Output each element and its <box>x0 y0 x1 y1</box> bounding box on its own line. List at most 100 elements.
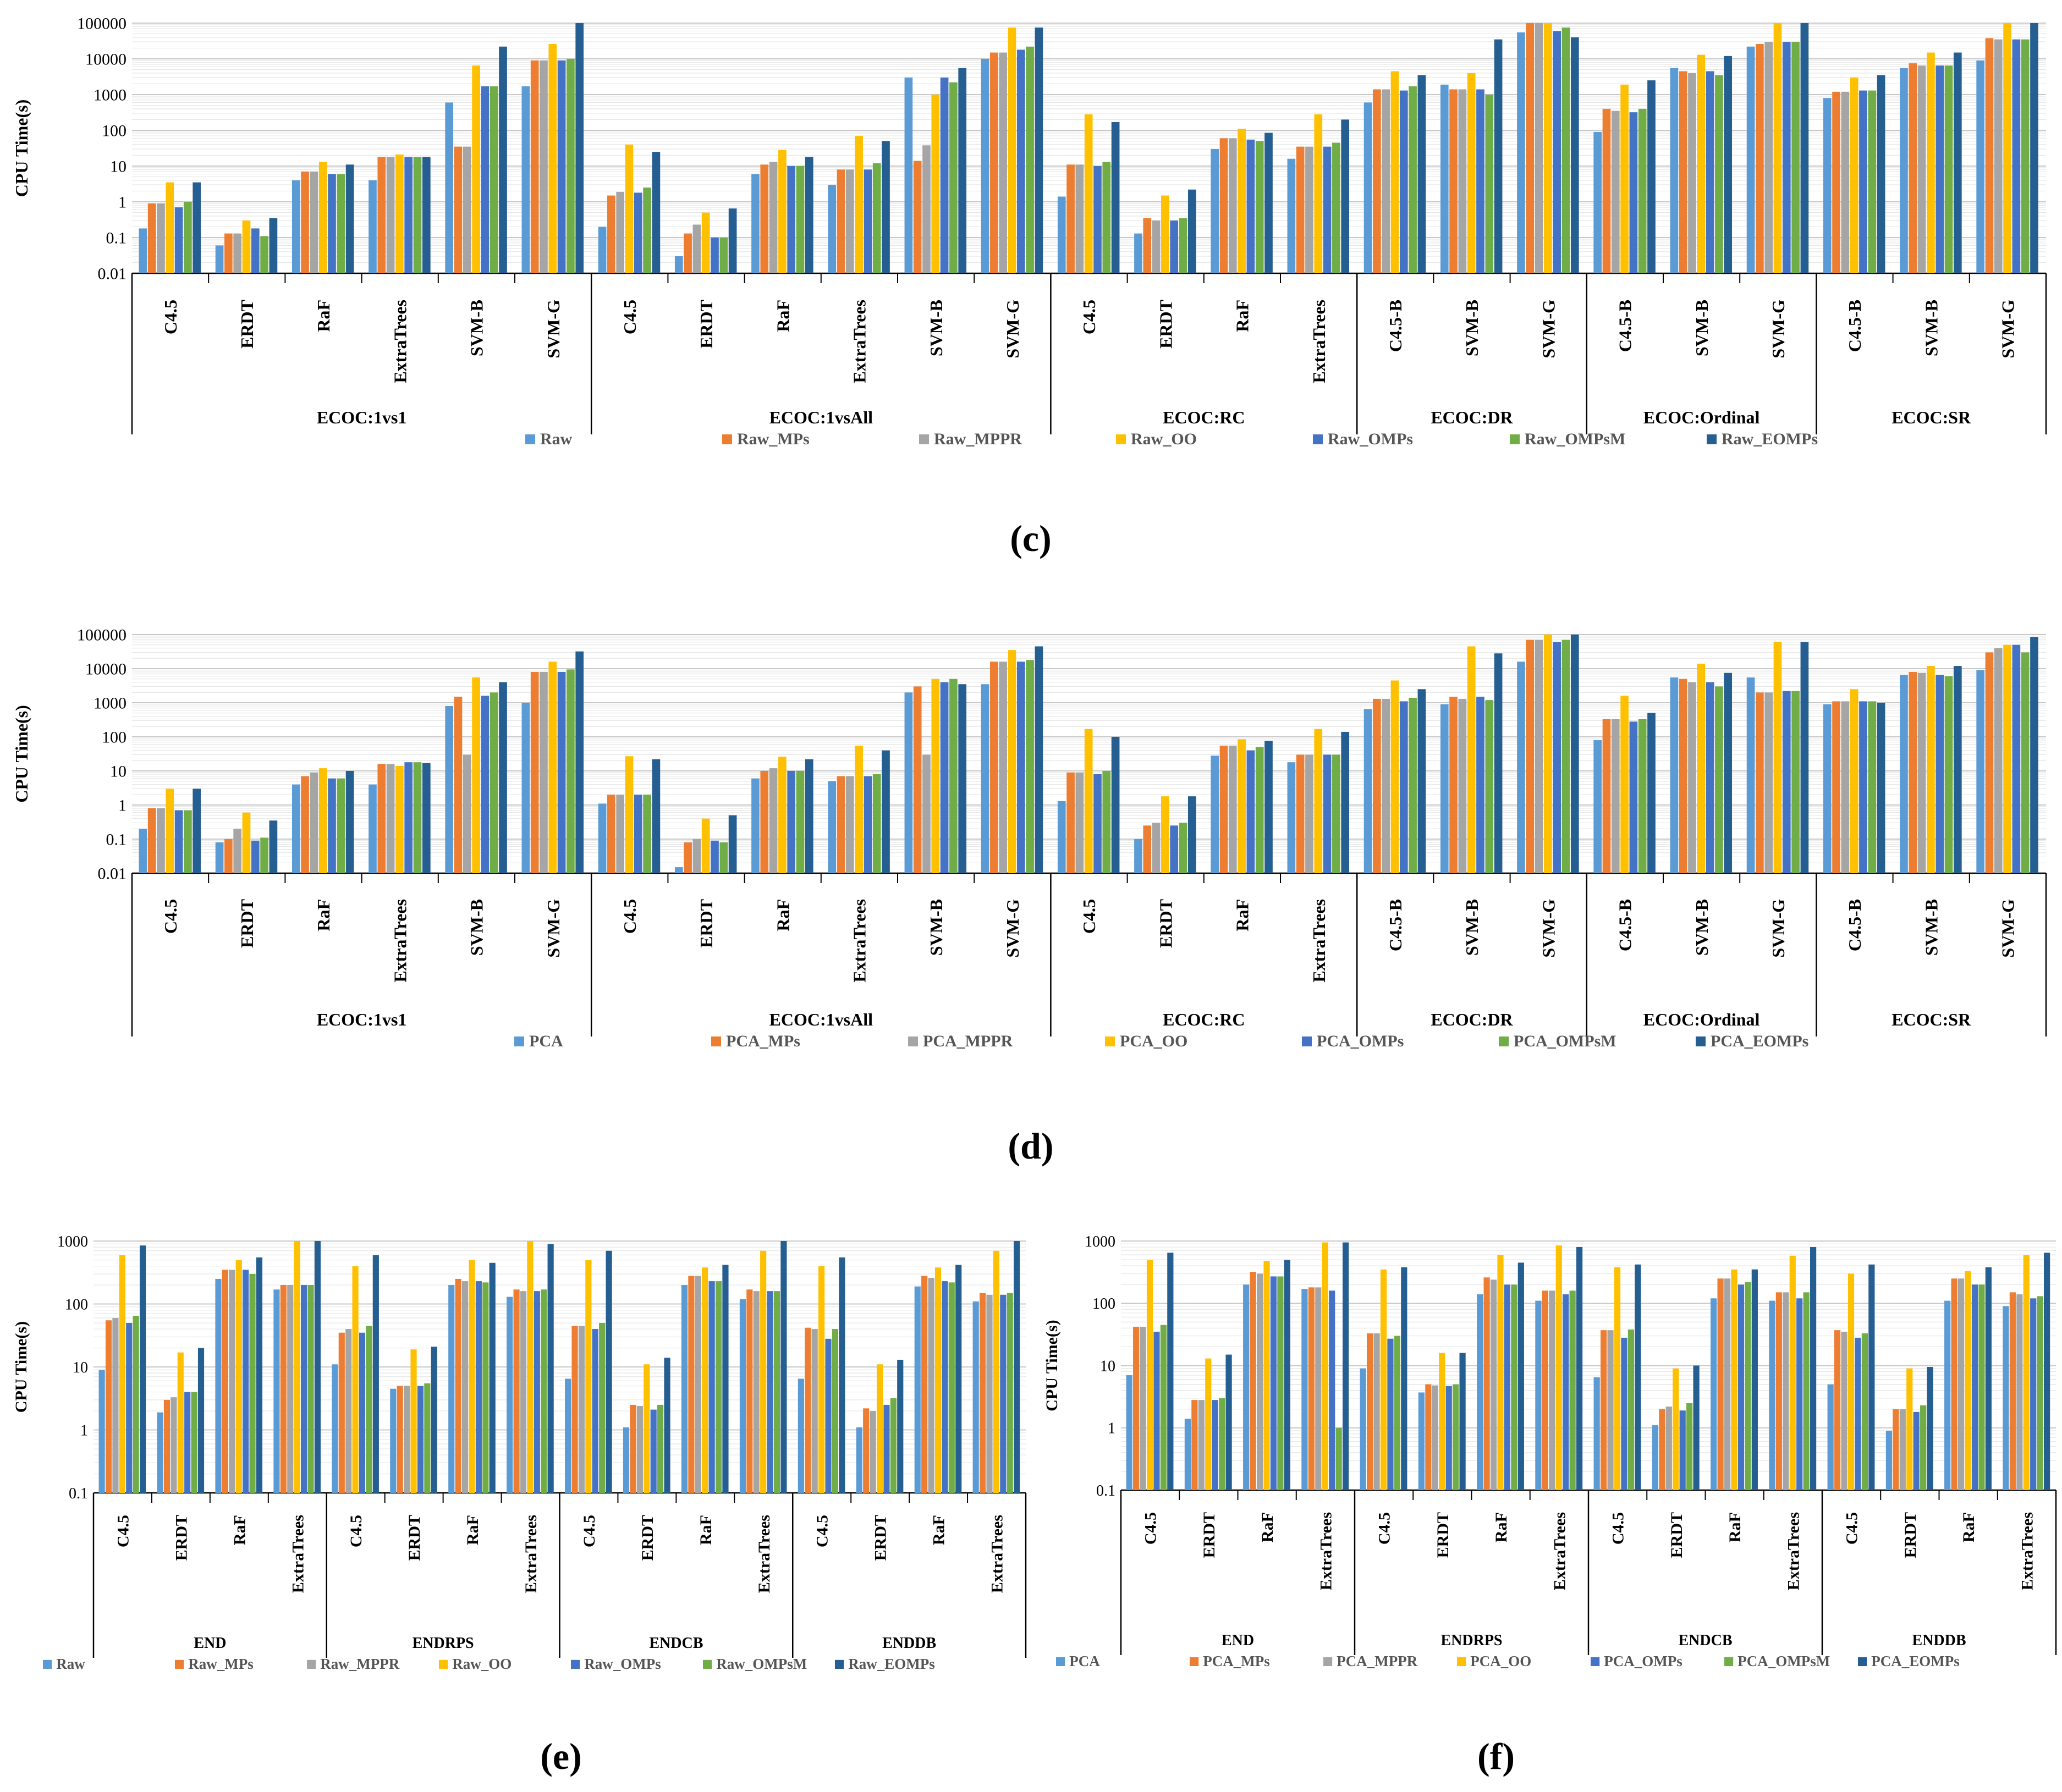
bar-raw-oo <box>235 1260 242 1493</box>
legend-label: PCA <box>529 1032 563 1050</box>
bar-raw-omps <box>475 1281 482 1493</box>
bar-pca <box>1517 661 1525 873</box>
bar-raw-oo <box>166 182 174 273</box>
bar-raw <box>565 1379 571 1493</box>
bar-pca-ompsm <box>1803 1292 1810 1490</box>
x-category-label: ERDT <box>639 1515 657 1561</box>
bar-pca-ompsm <box>413 762 422 873</box>
bar-pca-omps <box>1563 1294 1569 1490</box>
bar-raw-mppr <box>1458 89 1467 273</box>
x-category-label: C4.5-B <box>1845 899 1865 951</box>
bar-pca-ompsm <box>1102 771 1111 873</box>
bar-raw <box>445 102 454 273</box>
bar-pca-eomps <box>1417 689 1426 873</box>
bar-pca-oo <box>1697 663 1706 873</box>
bar-raw-ompsm <box>773 1291 780 1493</box>
bar-raw-oo <box>2003 23 2011 273</box>
bar-pca-oo <box>1467 646 1476 873</box>
bar-raw-ompsm <box>424 1383 431 1493</box>
x-category-label: SVM-G <box>1003 899 1022 958</box>
bar-pca-ompsm <box>1332 754 1340 873</box>
bar-raw-mppr <box>540 60 548 273</box>
chart-f-svg: 0.1 1 10 100 1000 CPU Time(s) C4.5 ERDT RaF Extra… <box>1043 1233 2057 1669</box>
bar-raw-ompsm <box>1409 86 1417 273</box>
bar-raw-ompsm <box>1944 65 1953 273</box>
bar-pca-omps <box>1093 774 1102 873</box>
x-category-label: RaF <box>1726 1512 1744 1542</box>
bar-pca-oo <box>1773 642 1782 873</box>
bar-pca-oo <box>1614 1267 1621 1490</box>
bar-raw-omps <box>417 1386 424 1493</box>
bar-raw-omps <box>708 1281 715 1493</box>
x-category-label: SVM-G <box>1998 899 2018 958</box>
bar-pca-mps <box>1250 1272 1256 1490</box>
bar-pca-mps <box>1449 697 1458 873</box>
bar-raw-oo <box>410 1349 417 1493</box>
bar-raw <box>1900 68 1908 273</box>
bar-pca-eomps <box>1877 703 1885 873</box>
bar-pca-mppr <box>1688 682 1696 873</box>
group-label: ECOC:SR <box>1891 1010 1971 1029</box>
bar-pca-eomps <box>1187 796 1196 873</box>
x-category-label: C4.5 <box>620 899 640 934</box>
legend-label: Raw <box>540 430 573 448</box>
bar-pca-mppr <box>540 672 548 873</box>
bar-pca-mps <box>1191 1400 1198 1490</box>
bar-raw-eomps <box>1035 27 1043 273</box>
x-category-label: RaF <box>1258 1512 1277 1542</box>
bar-raw-omps <box>2012 39 2021 274</box>
bar-raw-ompsm <box>191 1392 197 1493</box>
bar-raw-eomps <box>728 208 737 273</box>
bar-raw-mppr <box>922 145 931 273</box>
bar-pca-eomps <box>2030 637 2038 873</box>
y-axis-title: CPU Time(s) <box>12 1321 30 1413</box>
bar-pca-ompsm <box>1569 1291 1576 1490</box>
x-category-label: SVM-B <box>1921 899 1941 956</box>
bar-pca <box>215 842 224 873</box>
bar-raw-mppr <box>461 1281 469 1493</box>
y-tick-label: 1000 <box>94 694 127 713</box>
bar-pca-mppr <box>463 754 471 873</box>
x-category-label: ExtraTrees <box>850 899 870 983</box>
bar-pca-oo <box>1238 739 1246 873</box>
bar-raw-ompsm <box>260 236 268 273</box>
bar-pca-oo <box>1731 1269 1737 1490</box>
bar-raw <box>369 180 377 273</box>
bar-pca-oo <box>1544 635 1552 873</box>
x-category-label: RaF <box>697 1515 715 1545</box>
y-tick-label: 1000 <box>57 1233 88 1250</box>
chart-f: 0.1 1 10 100 1000 CPU Time(s) C4.5 ERDT RaF Extra… <box>1034 1218 2062 1685</box>
legend-swatch <box>175 1659 184 1669</box>
bar-pca-omps <box>2030 1298 2037 1490</box>
bar-raw-mppr <box>578 1326 585 1493</box>
bar-pca-oo <box>1927 666 1935 873</box>
legend-swatch <box>1323 1657 1333 1666</box>
bar-raw-ompsm <box>1638 108 1647 274</box>
legend-swatch <box>1116 434 1126 444</box>
bar-raw-oo <box>818 1266 825 1493</box>
bar-pca-omps <box>711 840 719 873</box>
bar-raw-mppr <box>404 1386 410 1493</box>
x-category-label: C4.5-B <box>1385 899 1405 951</box>
bar-pca-omps <box>1913 1411 1920 1490</box>
bar-pca-omps <box>940 682 949 873</box>
bar-pca-mps <box>1717 1278 1724 1490</box>
bar-pca-oo <box>855 746 863 873</box>
bar-raw-oo <box>1620 84 1629 273</box>
y-tick-label: 0.1 <box>69 1485 88 1502</box>
bar-raw-mps <box>1219 138 1228 273</box>
bar-pca-ompsm <box>1791 691 1800 873</box>
y-tick-label: 0.1 <box>106 831 127 849</box>
bar-raw-mps <box>338 1332 345 1493</box>
bar-pca-mps <box>684 842 692 873</box>
bar-raw-omps <box>825 1338 832 1493</box>
bar-pca-eomps <box>1225 1354 1232 1490</box>
bar-raw-mppr <box>999 52 1008 273</box>
legend-label: Raw_MPPR <box>320 1656 399 1672</box>
group-label: ENDDB <box>1912 1632 1966 1649</box>
x-category-label: SVM-B <box>926 300 946 356</box>
legend-label: PCA_OO <box>1120 1032 1187 1050</box>
bar-pca-mps <box>1367 1333 1373 1490</box>
bar-pca-mps <box>1296 754 1305 873</box>
bar-raw <box>972 1301 979 1493</box>
